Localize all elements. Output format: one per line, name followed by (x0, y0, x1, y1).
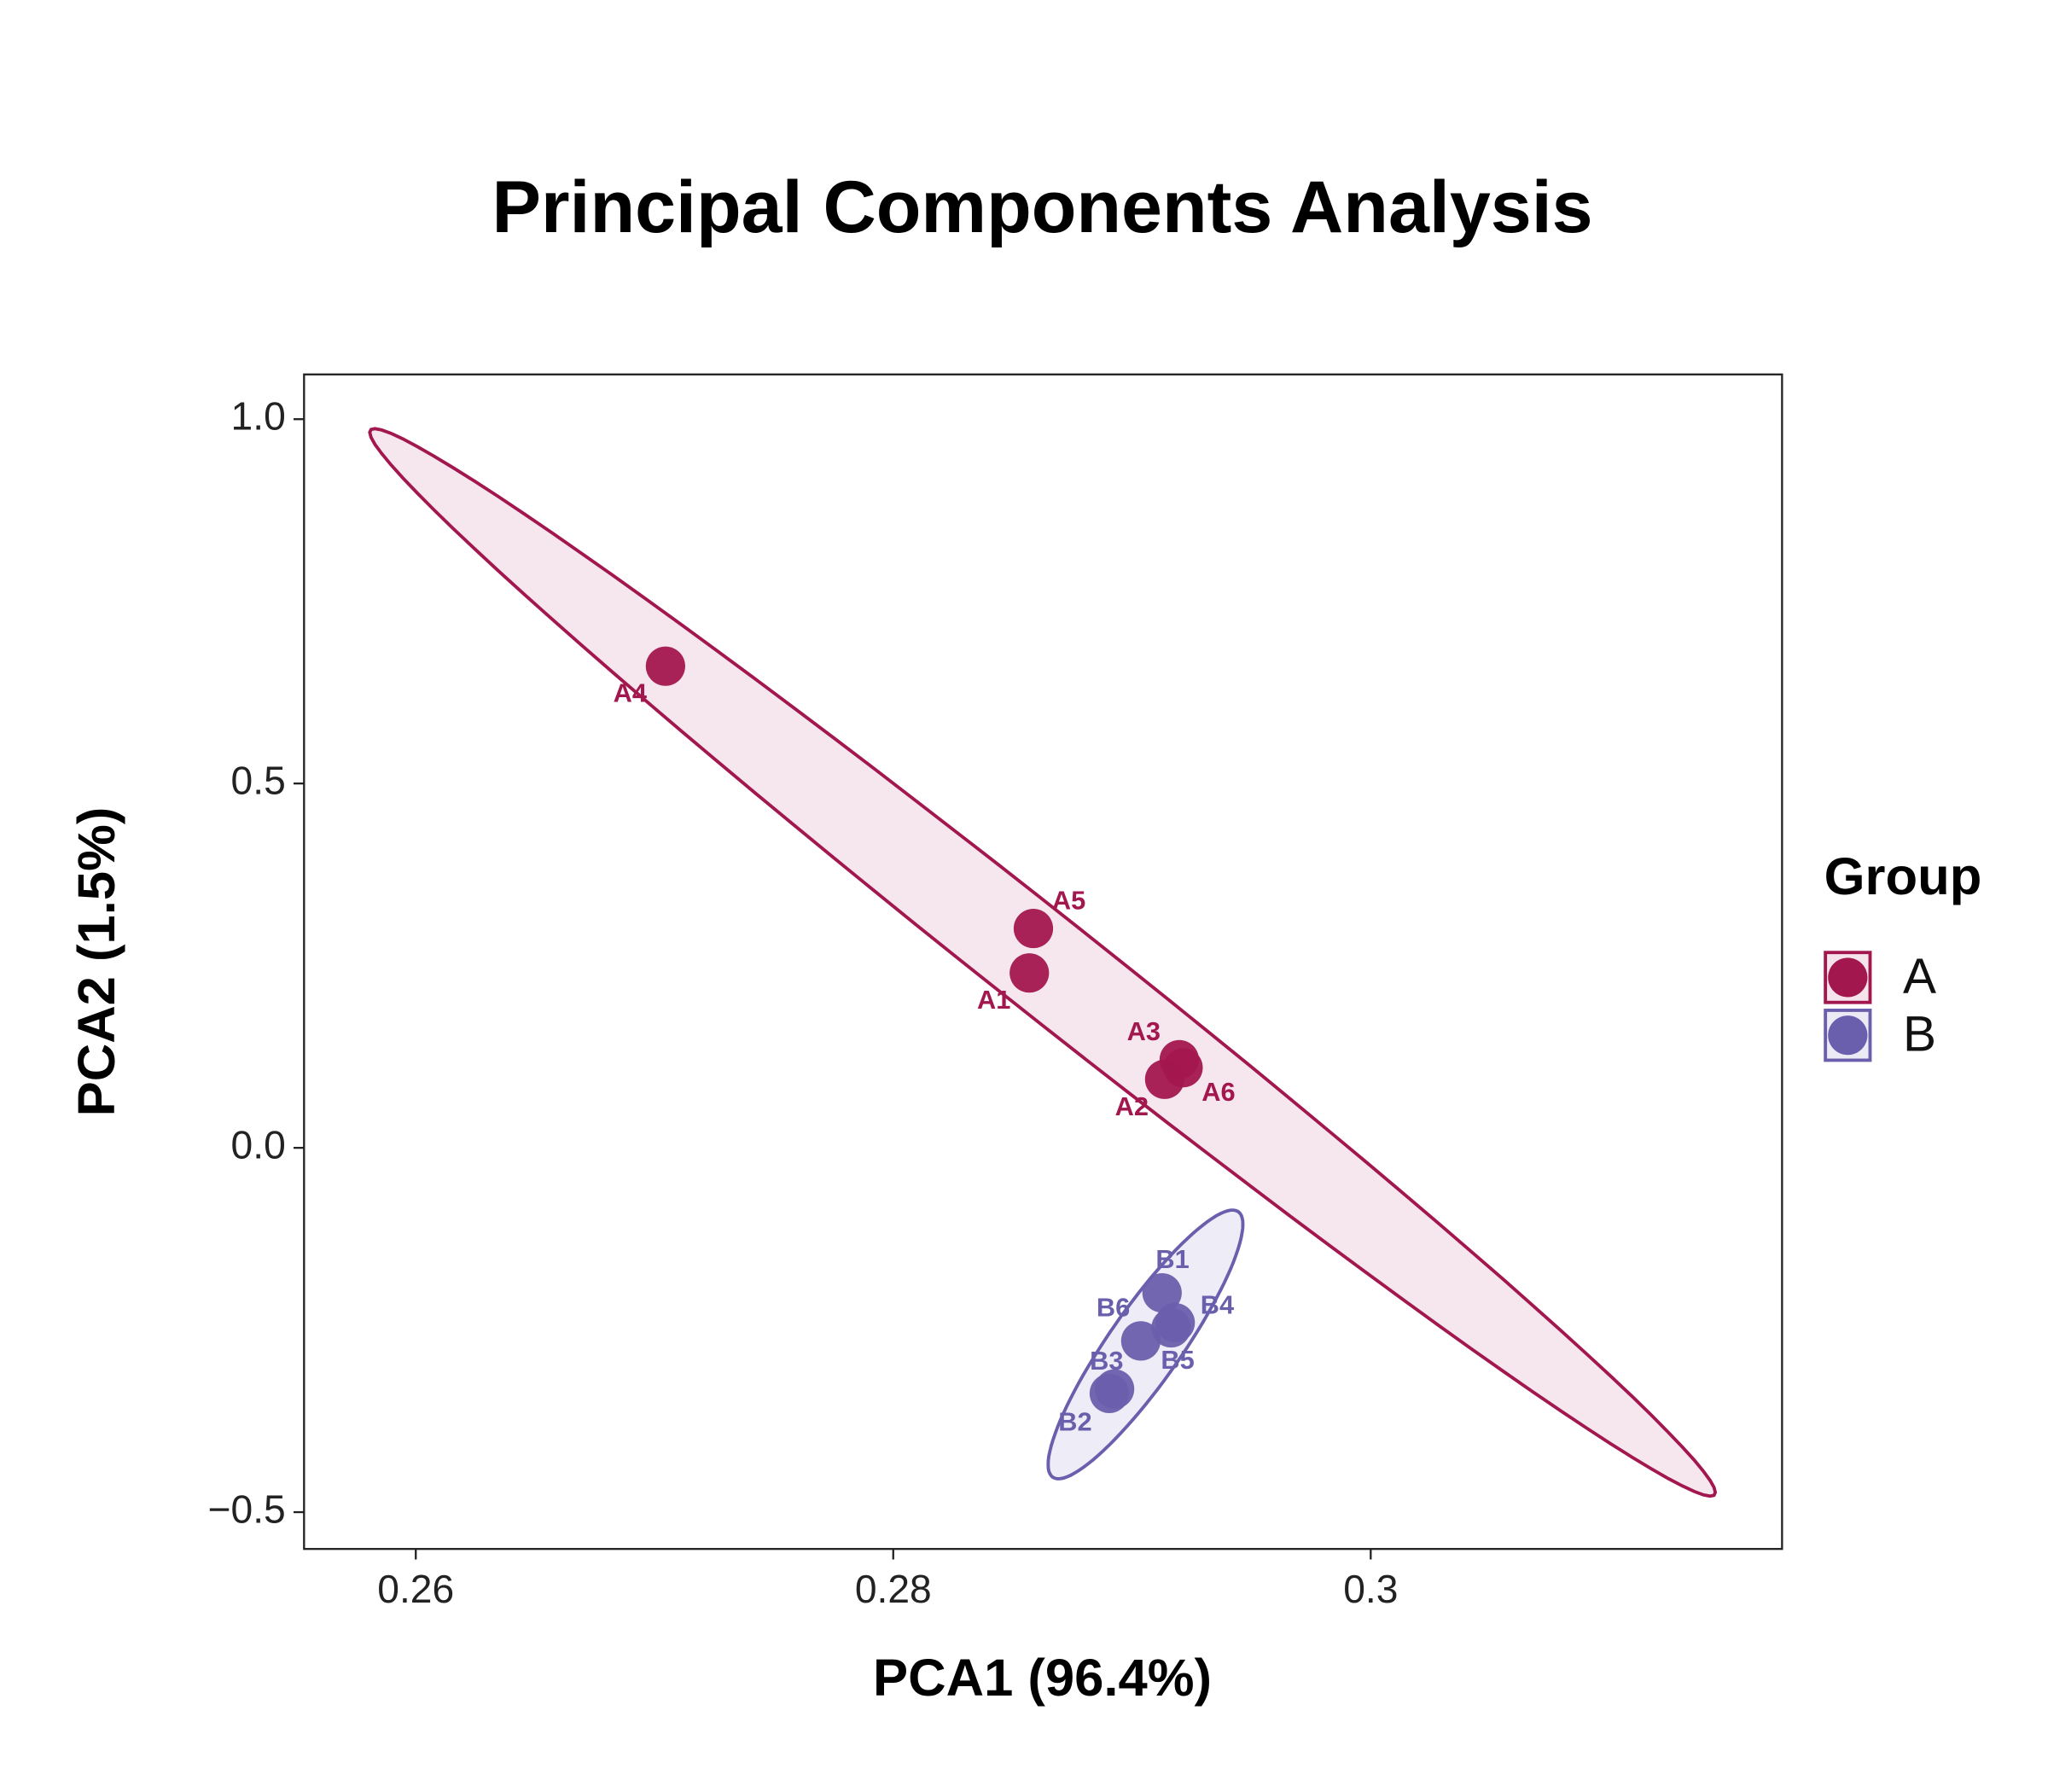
point-label: A6 (1201, 1077, 1235, 1107)
point (1009, 953, 1050, 993)
point (1163, 1048, 1203, 1088)
point (1142, 1272, 1182, 1313)
point (1095, 1369, 1135, 1409)
point-label: A3 (1127, 1016, 1161, 1046)
point (1151, 1307, 1191, 1348)
point (1120, 1321, 1161, 1361)
point (645, 646, 685, 686)
point-label: A1 (977, 985, 1010, 1015)
point-label: B6 (1097, 1293, 1130, 1323)
y-tick-label: −0.5 (208, 1487, 286, 1531)
plot-border (303, 373, 1783, 1551)
chart-title: Principal Components Analysis (492, 166, 1592, 248)
y-tick-label: 1.0 (231, 393, 286, 438)
point-label: B5 (1161, 1345, 1194, 1375)
point-label: A2 (1115, 1091, 1149, 1121)
legend-marker (1828, 957, 1868, 998)
point-label: A4 (614, 678, 647, 708)
legend-marker (1828, 1015, 1868, 1056)
point-label: B2 (1058, 1406, 1091, 1436)
point-label: B3 (1090, 1346, 1123, 1376)
y-tick-label: 0.0 (231, 1122, 286, 1167)
point-label: B4 (1201, 1290, 1234, 1320)
x-axis-label: PCA1 (96.4%) (873, 1649, 1212, 1708)
y-axis-label: PCA2 (1.5%) (67, 807, 126, 1117)
point (1013, 908, 1054, 949)
y-tick-label: 0.5 (231, 758, 286, 802)
point-label: A5 (1052, 885, 1085, 915)
legend-label: B (1903, 1007, 1936, 1062)
legend-title: Group (1824, 847, 1982, 906)
x-tick-label: 0.28 (855, 1567, 932, 1611)
x-tick-label: 0.3 (1343, 1567, 1398, 1611)
x-tick-label: 0.26 (377, 1567, 454, 1611)
point-label: B1 (1155, 1244, 1189, 1274)
legend-label: A (1903, 949, 1936, 1004)
